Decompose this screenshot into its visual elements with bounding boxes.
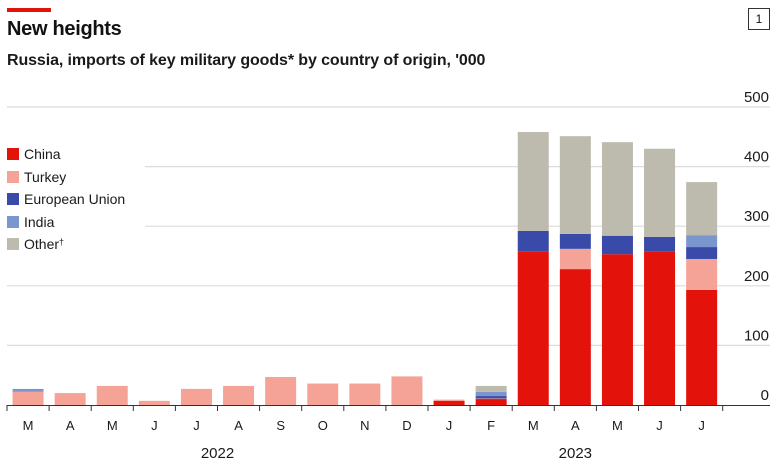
bar-segment-european-union bbox=[475, 396, 507, 399]
bar-segment-european-union bbox=[517, 230, 549, 252]
legend-label: China bbox=[24, 146, 61, 163]
bar-segment-other bbox=[644, 148, 676, 237]
x-tick-label: A bbox=[66, 418, 75, 433]
legend-item: Turkey bbox=[7, 166, 125, 189]
bar-segment-india bbox=[475, 391, 507, 397]
bar-segment-china bbox=[475, 399, 507, 405]
bar-segment-european-union bbox=[686, 247, 718, 259]
legend: China Turkey European Union India Other † bbox=[7, 143, 125, 256]
legend-label: Other bbox=[24, 236, 60, 253]
year-label: 2022 bbox=[201, 445, 234, 462]
bar-segment-other bbox=[559, 136, 591, 234]
legend-label: Turkey bbox=[24, 168, 67, 185]
x-tick-label: J bbox=[193, 418, 200, 433]
y-tick-label: 200 bbox=[744, 268, 769, 285]
x-tick-label: M bbox=[107, 418, 118, 433]
legend-label: European Union bbox=[24, 191, 126, 208]
bar-segment-turkey bbox=[265, 376, 297, 405]
bar-segment-other bbox=[475, 385, 507, 392]
y-tick-label: 300 bbox=[744, 208, 769, 225]
legend-item: China bbox=[7, 143, 125, 166]
bar-segment-turkey bbox=[349, 383, 381, 405]
bar-segment-india bbox=[12, 388, 44, 391]
x-tick-label: N bbox=[360, 418, 369, 433]
legend-label: India bbox=[24, 213, 55, 230]
x-tick-label: M bbox=[23, 418, 34, 433]
bar-segment-european-union bbox=[12, 390, 44, 392]
x-tick-label: J bbox=[446, 418, 453, 433]
y-tick-label: 400 bbox=[744, 149, 769, 166]
x-tick-label: D bbox=[402, 418, 411, 433]
bar-segment-india bbox=[686, 235, 718, 248]
x-tick-label: M bbox=[528, 418, 539, 433]
bar-segment-china bbox=[559, 269, 591, 405]
legend-swatch bbox=[7, 238, 19, 251]
bar-segment-other bbox=[517, 132, 549, 231]
bar-segment-turkey bbox=[138, 400, 170, 405]
bar-segment-turkey bbox=[686, 258, 718, 290]
bar-segment-china bbox=[601, 254, 633, 405]
x-tick-label: M bbox=[612, 418, 623, 433]
bar-segment-european-union bbox=[559, 233, 591, 249]
bar-segment-china bbox=[517, 251, 549, 405]
y-tick-label: 500 bbox=[744, 89, 769, 106]
legend-item: India bbox=[7, 211, 125, 234]
bar-segment-european-union bbox=[601, 235, 633, 255]
legend-swatch bbox=[7, 193, 19, 206]
bar-segment-turkey bbox=[559, 248, 591, 270]
legend-swatch bbox=[7, 215, 19, 228]
y-tick-label: 100 bbox=[744, 327, 769, 344]
bar-segment-turkey bbox=[54, 393, 86, 405]
legend-swatch bbox=[7, 170, 19, 183]
x-tick-label: J bbox=[151, 418, 158, 433]
legend-item: Other † bbox=[7, 233, 125, 256]
y-tick-label: 0 bbox=[761, 387, 769, 404]
x-tick-label: S bbox=[276, 418, 285, 433]
x-tick-label: A bbox=[571, 418, 580, 433]
bar-segment-turkey bbox=[307, 383, 339, 405]
chart-subtitle: Russia, imports of key military goods* b… bbox=[7, 52, 486, 69]
bar-segment-turkey bbox=[433, 399, 465, 401]
bar-segment-china bbox=[644, 251, 676, 405]
bar-segment-other bbox=[686, 182, 718, 236]
bar-segment-turkey bbox=[12, 391, 44, 405]
legend-swatch bbox=[7, 148, 19, 161]
bar-segment-turkey bbox=[391, 376, 423, 405]
x-tick-label: F bbox=[487, 418, 495, 433]
brand-rule bbox=[7, 8, 51, 12]
x-tick-label: J bbox=[656, 418, 663, 433]
bar-segment-turkey bbox=[475, 398, 507, 400]
bar-segment-turkey bbox=[96, 385, 128, 405]
bar-segment-european-union bbox=[644, 236, 676, 252]
chart-number-badge: 1 bbox=[748, 8, 770, 30]
legend-item: European Union bbox=[7, 188, 125, 211]
bar-segment-china bbox=[433, 400, 465, 405]
bar-segment-turkey bbox=[223, 385, 255, 405]
x-tick-label: A bbox=[234, 418, 243, 433]
bar-segment-china bbox=[686, 289, 718, 405]
bar-segment-other bbox=[601, 142, 633, 236]
legend-footnote-mark: † bbox=[59, 237, 65, 248]
chart-title: New heights bbox=[7, 18, 122, 40]
x-tick-label: O bbox=[318, 418, 328, 433]
year-label: 2023 bbox=[559, 445, 592, 462]
x-tick-label: J bbox=[698, 418, 705, 433]
bar-segment-turkey bbox=[180, 388, 212, 405]
